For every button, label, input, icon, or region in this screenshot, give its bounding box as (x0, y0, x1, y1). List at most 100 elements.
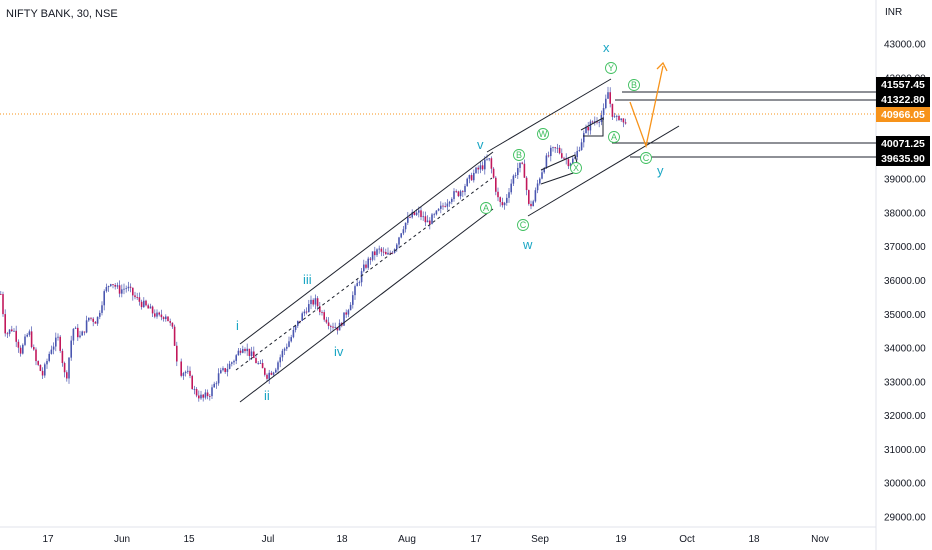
circle-label-a-2: A (608, 131, 620, 143)
candle-body (83, 331, 86, 333)
candle-body (145, 300, 147, 306)
svg-text:C: C (643, 153, 650, 163)
candle-body (323, 312, 325, 320)
candle-body (492, 168, 495, 178)
candle-body (587, 126, 589, 131)
candle-body (204, 392, 207, 398)
candle-body (233, 360, 235, 363)
x-tick-label: Nov (811, 534, 829, 545)
candle-body (525, 177, 528, 191)
x-tick-label: Sep (531, 534, 549, 545)
candle-body (79, 335, 81, 338)
candle-body (288, 341, 290, 347)
candle-body (107, 285, 110, 288)
candle-body (440, 205, 442, 209)
candle-body (365, 264, 367, 268)
candle-body (30, 331, 33, 348)
candle-body (242, 349, 244, 353)
candle-body (605, 98, 607, 109)
candle-body (37, 361, 39, 365)
candle-body (486, 159, 488, 161)
candle-body (147, 305, 149, 309)
x-tick-label: 17 (42, 534, 54, 545)
candle-body (81, 331, 83, 336)
candle-body (283, 348, 286, 351)
candle-body (354, 286, 356, 296)
candle-body (239, 350, 242, 353)
price-tag-40071: 40071.25 (876, 136, 930, 151)
candle-body (66, 372, 68, 379)
y-tick-label: 37000.00 (884, 242, 926, 253)
candle-body (162, 317, 165, 319)
candle-body (279, 357, 281, 363)
candle-body (479, 165, 482, 170)
candle-body (622, 118, 625, 123)
candle-body (11, 329, 13, 332)
candle-body (578, 150, 581, 151)
candle-body (400, 233, 402, 238)
candle-body (470, 175, 473, 181)
candle-body (455, 191, 457, 192)
svg-text:X: X (573, 163, 579, 173)
candle-body (121, 289, 123, 294)
x-tick-label: Oct (679, 534, 695, 545)
candle-body (103, 291, 105, 306)
candle-body (464, 186, 466, 192)
wave-y-box (580, 117, 604, 137)
circle-label-a-1: A (480, 202, 492, 214)
x-tick-label: 19 (615, 534, 627, 545)
candle-body (543, 168, 545, 173)
candle-body (488, 158, 490, 160)
svg-text:Y: Y (608, 63, 614, 73)
candle-body (264, 368, 266, 375)
candle-body (244, 349, 246, 352)
candle-body (110, 284, 112, 286)
candle-body (13, 330, 15, 332)
candle-body (345, 312, 347, 315)
candle-body (437, 208, 440, 211)
price-tag-41322: 41322.80 (876, 92, 930, 107)
candle-body (297, 320, 299, 326)
svg-text:B: B (631, 80, 637, 90)
x-axis-ticks[interactable]: 17 Jun 15 Jul 18 Aug 17 Sep 19 Oct 18 Nov (42, 534, 828, 545)
candle-body (211, 387, 213, 397)
candle-body (349, 304, 352, 311)
x-tick-label: 18 (336, 534, 348, 545)
candle-body (187, 370, 189, 372)
candle-body (92, 318, 94, 322)
candle-body (26, 334, 28, 337)
candle-body (501, 202, 504, 206)
candle-body (114, 285, 116, 287)
candle-body (616, 115, 618, 117)
candle-body (411, 212, 413, 218)
circled-wave-labels: A B C W X Y A B (480, 62, 652, 231)
candle-body (561, 153, 563, 158)
candle-body (574, 157, 576, 159)
trend-channels (235, 78, 680, 403)
candle-body (541, 172, 543, 179)
candle-body (572, 158, 574, 164)
corrective-channel-upper (486, 78, 612, 153)
candle-body (68, 357, 70, 379)
candle-body (286, 346, 288, 349)
y-tick-label: 39000.00 (884, 175, 926, 186)
candle-body (220, 370, 222, 374)
x-tick-label: 15 (183, 534, 195, 545)
candle-body (125, 288, 127, 290)
candle-body (523, 163, 526, 178)
candle-body (17, 341, 20, 348)
candle-body (52, 346, 55, 350)
svg-text:B: B (516, 150, 522, 160)
candle-body (327, 322, 330, 326)
candle-body (180, 361, 182, 376)
candle-body (596, 121, 598, 123)
candle-body (424, 216, 427, 223)
candle-body (96, 316, 99, 324)
candle-body (583, 133, 585, 143)
candle-body (257, 363, 259, 364)
candle-body (136, 297, 138, 298)
candle-body (272, 372, 275, 375)
candle-body (72, 328, 75, 341)
candle-body (290, 337, 292, 342)
